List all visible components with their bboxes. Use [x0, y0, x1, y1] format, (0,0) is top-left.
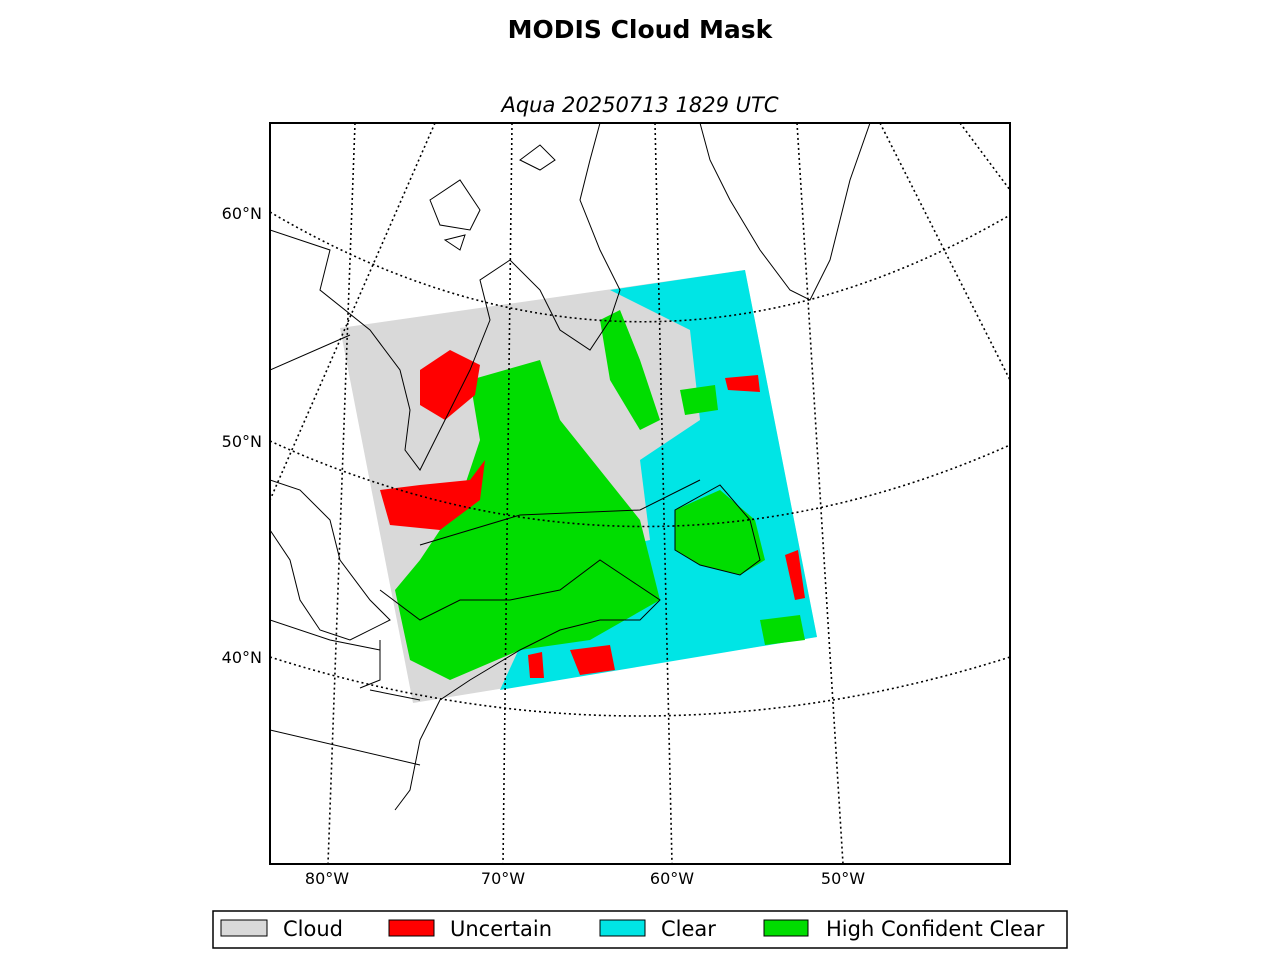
parallel [270, 211, 1010, 323]
swath-uncertain [570, 645, 615, 675]
lon-label: 50°W [821, 869, 865, 888]
swath-uncertain [785, 550, 805, 600]
coastline [270, 123, 621, 471]
meridian [654, 123, 673, 864]
legend-label: Cloud [283, 917, 343, 941]
coastline [699, 123, 871, 301]
meridian [270, 123, 436, 501]
parallel [270, 440, 1010, 528]
lat-label: 50°N [222, 432, 262, 451]
lon-label: 70°W [481, 869, 525, 888]
swath-high-clear [760, 615, 805, 645]
legend: Cloud Uncertain Clear High Confident Cle… [212, 910, 1068, 949]
swath-high-clear [680, 385, 718, 415]
legend-swatch [599, 919, 646, 937]
meridian [959, 123, 1010, 191]
map-area [270, 123, 1010, 864]
coastline [674, 484, 761, 576]
swath-high-clear [600, 310, 660, 430]
coastline [379, 559, 661, 811]
legend-swatch [388, 919, 435, 937]
title: MODIS Cloud Mask [508, 15, 774, 44]
lat-label: 40°N [222, 648, 262, 667]
swath-uncertain [420, 350, 480, 420]
lon-label: 60°W [650, 869, 694, 888]
map-frame [269, 122, 1011, 865]
swath-uncertain [528, 652, 544, 678]
legend-label: Clear [661, 917, 716, 941]
lat-label: 60°N [222, 204, 262, 223]
swath-uncertain [725, 375, 760, 392]
lon-label: 80°W [305, 869, 349, 888]
coastline [270, 479, 391, 641]
meridian [502, 123, 513, 864]
subtitle: Aqua 20250713 1829 UTC [499, 93, 778, 117]
lon-labels: 80°W 70°W 60°W 50°W [305, 869, 865, 888]
legend-swatch [763, 919, 809, 937]
border [270, 334, 701, 766]
meridian [796, 123, 844, 864]
parallel [270, 656, 1010, 717]
lat-labels: 60°N 50°N 40°N [222, 204, 262, 667]
legend-label: Uncertain [450, 917, 552, 941]
swath-uncertain [380, 460, 485, 530]
legend-swatch [220, 919, 268, 937]
meridian [327, 123, 356, 864]
coastline [429, 144, 556, 251]
meridian [879, 123, 1010, 381]
legend-label: High Confident Clear [826, 917, 1045, 941]
